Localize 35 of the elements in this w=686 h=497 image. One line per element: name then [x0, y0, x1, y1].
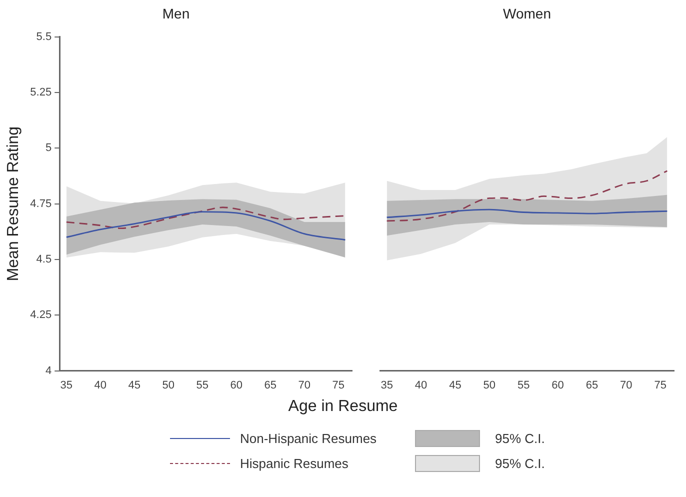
x-tick-label: 45	[128, 379, 141, 392]
legend-label: Non-Hispanic Resumes	[240, 431, 378, 446]
x-axis-title: Age in Resume	[287, 398, 399, 416]
x-tick-label: 35	[60, 379, 73, 392]
line-series	[66, 211, 346, 241]
x-tick-label: 65	[264, 379, 277, 392]
y-axis-title: Mean Resume Rating	[5, 126, 22, 282]
y-tick-label: 5	[45, 142, 52, 154]
x-tick-label: 45	[449, 379, 462, 392]
y-tick-label: 5.25	[30, 86, 52, 98]
y-tick-label: 4.75	[30, 198, 52, 210]
line-series	[66, 206, 346, 229]
x-tick-label: 70	[620, 379, 632, 392]
x-tick-label: 55	[196, 379, 209, 392]
text: 95% C.I.	[495, 456, 546, 471]
y-tick-label: 4.5	[36, 254, 52, 266]
x-tick-label: 70	[298, 379, 311, 392]
x-tick-label: 40	[414, 379, 428, 392]
legend-label: Hispanic Resumes	[240, 456, 350, 471]
x-tick-label: 50	[162, 379, 175, 392]
chart-title: Men	[162, 5, 190, 22]
text: 95% C.I.	[495, 431, 546, 446]
x-tick-label: 50	[483, 379, 496, 392]
x-tick-label: 35	[380, 379, 393, 392]
chart-title: Women	[503, 5, 551, 22]
x-tick-label: 60	[552, 379, 564, 392]
y-tick-label: 4.25	[30, 309, 52, 322]
x-tick-label: 40	[94, 379, 107, 392]
y-tick-label: 4	[45, 364, 52, 377]
x-tick-label: 65	[586, 379, 598, 392]
x-tick-label: 55	[517, 379, 530, 392]
y-tick-label: 5.5	[36, 30, 52, 43]
x-tick-label: 60	[230, 379, 243, 392]
x-tick-label: 75	[654, 379, 666, 392]
x-tick-label: 75	[332, 379, 345, 392]
